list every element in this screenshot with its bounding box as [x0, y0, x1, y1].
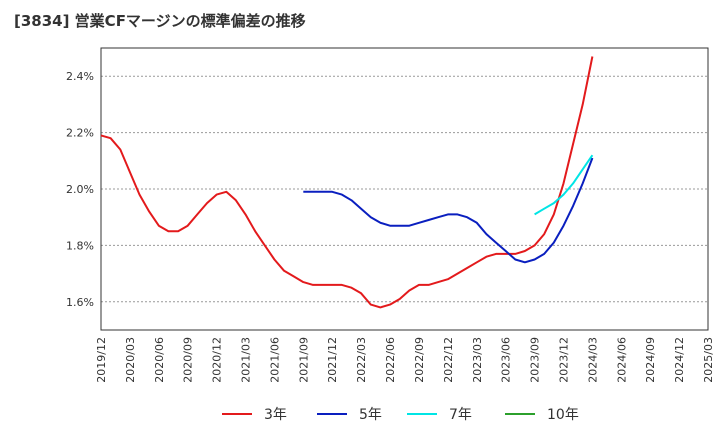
- y-tick-label: 2.2%: [66, 127, 94, 140]
- x-tick-label: 2024/12: [673, 337, 686, 383]
- x-tick-label: 2020/03: [124, 337, 137, 383]
- x-tick-label: 2022/03: [355, 337, 368, 383]
- x-tick-label: 2020/09: [182, 337, 195, 383]
- x-tick-label: 2025/03: [702, 337, 715, 383]
- x-tick-label: 2023/06: [500, 337, 513, 383]
- x-axis-ticks: 2019/12 2020/03 2020/06 2020/09 2020/12 2021/…: [95, 337, 715, 383]
- x-tick-label: 2023/03: [471, 337, 484, 383]
- legend-label: 3年: [264, 407, 287, 423]
- chart-title: [3834] 営業CFマージンの標準偏差の推移: [14, 12, 306, 30]
- y-tick-label: 2.4%: [66, 70, 94, 83]
- x-tick-label: 2021/12: [326, 337, 339, 383]
- x-tick-label: 2019/12: [95, 337, 108, 383]
- x-tick-label: 2024/06: [615, 337, 628, 383]
- plot-frame: [100, 47, 709, 331]
- x-tick-label: 2022/12: [442, 337, 455, 383]
- x-tick-label: 2021/09: [297, 337, 310, 383]
- x-tick-label: 2024/03: [586, 337, 599, 383]
- series-line: [534, 154, 594, 216]
- y-tick-label: 1.8%: [66, 239, 94, 252]
- x-tick-label: 2023/09: [529, 337, 542, 383]
- grid-lines: [101, 75, 708, 303]
- x-tick-label: 2021/03: [240, 337, 253, 383]
- legend-label: 10年: [547, 407, 579, 423]
- y-axis-ticks: 1.6% 1.8% 2.0% 2.2% 2.4%: [66, 70, 94, 309]
- y-tick-label: 1.6%: [66, 296, 94, 309]
- x-tick-label: 2023/12: [557, 337, 570, 383]
- series-line: [303, 157, 594, 264]
- y-tick-label: 2.0%: [66, 183, 94, 196]
- x-tick-label: 2022/09: [413, 337, 426, 383]
- x-tick-label: 2020/12: [211, 337, 224, 383]
- x-tick-label: 2022/06: [384, 337, 397, 383]
- x-tick-label: 2020/06: [153, 337, 166, 383]
- series-lines: [100, 56, 594, 309]
- legend-label: 7年: [449, 407, 472, 423]
- series-line: [100, 56, 594, 309]
- legend-label: 5年: [359, 407, 382, 423]
- x-tick-label: 2021/06: [268, 337, 281, 383]
- legend: 3年 5年 7年 10年: [222, 407, 579, 423]
- x-tick-label: 2024/09: [644, 337, 657, 383]
